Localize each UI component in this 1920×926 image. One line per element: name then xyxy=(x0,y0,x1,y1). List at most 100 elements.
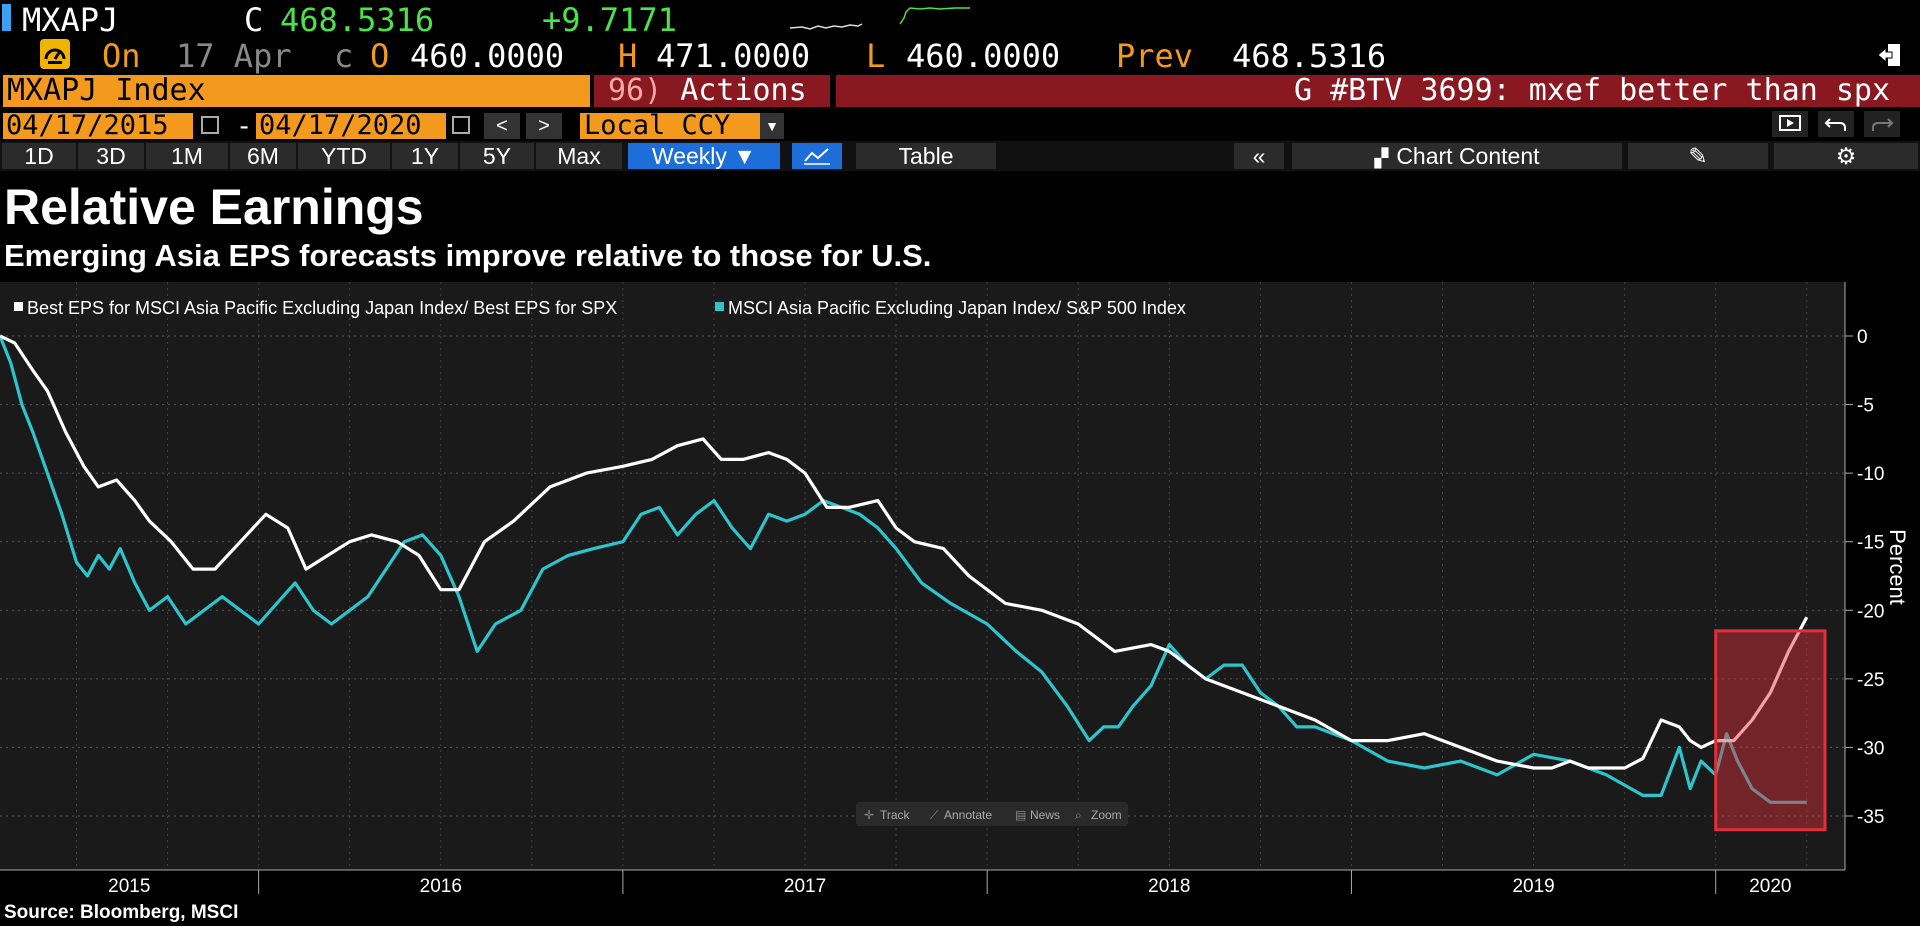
low-label: L xyxy=(866,37,886,75)
tab-5y[interactable]: 5Y xyxy=(460,143,534,169)
open-value: 460.0000 xyxy=(410,37,565,75)
chart-content-button[interactable]: ▞ Chart Content xyxy=(1292,143,1622,169)
chart-tools: Track Annotate News Zoom ✛ ⟋ ▤ ⌕ xyxy=(856,802,1128,826)
close-flag: c xyxy=(334,37,354,75)
start-date-input[interactable]: 04/17/2015 xyxy=(3,112,193,139)
calendar-icon[interactable] xyxy=(452,116,470,134)
track-icon: ✛ xyxy=(864,808,874,822)
track-tool[interactable]: Track xyxy=(880,808,911,822)
y-axis: 0 -5 -10 -15 -20 -25 -30 -35 xyxy=(1844,282,1884,870)
series-line-index[interactable] xyxy=(0,335,1807,804)
legend-label-eps[interactable]: Best EPS for MSCI Asia Pacific Excluding… xyxy=(27,298,617,318)
actions-label: Actions xyxy=(680,73,807,108)
x-tick-label: 2016 xyxy=(420,876,462,897)
y-tick-label: -5 xyxy=(1857,396,1874,417)
x-tick-label: 2018 xyxy=(1148,876,1190,897)
presentation-icon[interactable] xyxy=(1772,111,1808,137)
chevron-down-icon[interactable]: ▼ xyxy=(760,113,784,139)
intraday-sparkline xyxy=(790,7,970,30)
series-line-eps[interactable] xyxy=(0,334,1809,770)
annotate-icon: ⟋ xyxy=(930,808,939,822)
quote-header: MXAPJ C 468.5316 +9.7171 xyxy=(0,0,1920,39)
quote-date: 17 Apr xyxy=(176,37,292,75)
prev-period-button[interactable]: < xyxy=(484,113,520,139)
legend-swatch-eps xyxy=(14,302,23,311)
redo-icon[interactable] xyxy=(1864,111,1900,137)
y-tick-label: -35 xyxy=(1857,807,1884,828)
end-date-input[interactable]: 04/17/2020 xyxy=(256,112,446,139)
y-tick-label: -30 xyxy=(1857,738,1884,759)
x-tick-label: 2015 xyxy=(108,876,150,897)
chart-content-icon: ▞ xyxy=(1374,148,1389,168)
tab-max[interactable]: Max xyxy=(536,143,622,169)
table-button[interactable]: Table xyxy=(856,143,996,169)
high-value: 471.0000 xyxy=(656,37,811,75)
gear-icon[interactable]: ⚙ xyxy=(1774,143,1918,169)
net-change: +9.7171 xyxy=(542,1,677,39)
ticker-symbol[interactable]: MXAPJ xyxy=(22,1,119,39)
x-tick-label: 2019 xyxy=(1512,876,1554,897)
undo-icon[interactable] xyxy=(1818,111,1854,137)
x-tick-label: 2017 xyxy=(784,876,826,897)
source-note: Source: Bloomberg, MSCI xyxy=(4,902,239,923)
tab-1m[interactable]: 1M xyxy=(146,143,228,169)
page-subtitle: Emerging Asia EPS forecasts improve rela… xyxy=(4,238,932,273)
calendar-icon[interactable] xyxy=(201,116,219,134)
x-axis-band xyxy=(0,870,1920,900)
y-tick-label: -15 xyxy=(1857,533,1884,554)
tab-6m[interactable]: 6M xyxy=(230,143,296,169)
exit-icon[interactable] xyxy=(1876,42,1902,68)
range-tab-bar: 1D 3D 1M 6M YTD 1Y 5Y Max Weekly ▼ Table… xyxy=(0,141,1920,171)
prev-value: 468.5316 xyxy=(1232,37,1387,75)
y-axis-title: Percent xyxy=(1885,529,1910,605)
tab-3d[interactable]: 3D xyxy=(78,143,144,169)
tab-ytd[interactable]: YTD xyxy=(298,143,390,169)
y-tick-label: -20 xyxy=(1857,601,1884,622)
high-label: H xyxy=(618,37,638,75)
low-value: 460.0000 xyxy=(906,37,1061,75)
date-range-row: 04/17/2015 - 04/17/2020 < > Local CCY ▼ xyxy=(0,111,1920,142)
legend-label-index[interactable]: MSCI Asia Pacific Excluding Japan Index/… xyxy=(728,298,1186,318)
zoom-icon: ⌕ xyxy=(1075,808,1082,822)
period-select[interactable]: Weekly ▼ xyxy=(628,143,780,169)
prev-label: Prev xyxy=(1116,37,1194,75)
news-message[interactable]: G #BTV 3699: mxef better than spx xyxy=(836,75,1920,107)
next-period-button[interactable]: > xyxy=(526,113,562,139)
highlight-box xyxy=(1714,629,1827,832)
collapse-button[interactable]: « xyxy=(1234,143,1284,169)
gauge-icon[interactable] xyxy=(40,39,70,69)
currency-select[interactable]: Local CCY xyxy=(580,112,760,139)
security-bar: MXAPJ Index 96) Actions ▼ G #BTV 3699: m… xyxy=(0,73,1920,136)
last-price: 468.5316 xyxy=(280,1,435,39)
chart-content-label: Chart Content xyxy=(1396,143,1540,169)
y-tick-label: -25 xyxy=(1857,670,1884,691)
x-tick-label: 2020 xyxy=(1749,876,1791,897)
plot-background xyxy=(0,282,1845,870)
news-tool[interactable]: News xyxy=(1030,808,1060,822)
news-icon: ▤ xyxy=(1015,808,1026,822)
page-title: Relative Earnings xyxy=(4,179,424,235)
y-tick-label: -10 xyxy=(1857,464,1884,485)
annotate-tool[interactable]: Annotate xyxy=(944,808,992,822)
edit-icon[interactable]: ✎ xyxy=(1628,143,1768,169)
actions-number: 96) xyxy=(608,73,663,108)
open-label: O xyxy=(370,37,390,75)
tab-1y[interactable]: 1Y xyxy=(392,143,458,169)
flag-marker xyxy=(2,4,11,31)
on-label: On xyxy=(102,37,141,75)
line-chart-icon[interactable] xyxy=(792,143,842,169)
security-field[interactable]: MXAPJ Index xyxy=(3,75,590,107)
y-tick-label: 0 xyxy=(1857,327,1868,348)
x-axis: 2015 2016 2017 2018 2019 2020 xyxy=(0,869,1920,900)
legend-swatch-index xyxy=(715,302,724,311)
close-label: C xyxy=(244,1,264,39)
date-dash: - xyxy=(236,111,253,142)
actions-menu[interactable]: 96) Actions ▼ xyxy=(594,73,830,136)
grid xyxy=(0,282,1845,870)
tab-1d[interactable]: 1D xyxy=(2,143,76,169)
highlight-rect xyxy=(1714,629,1827,832)
legend: Best EPS for MSCI Asia Pacific Excluding… xyxy=(14,298,1186,318)
series-lines xyxy=(0,334,1809,804)
zoom-tool[interactable]: Zoom xyxy=(1091,808,1122,822)
relative-earnings-chart[interactable]: 0-5-10-15-20-25-30-35 2015 2016 2017 2018 20… xyxy=(0,282,1920,900)
